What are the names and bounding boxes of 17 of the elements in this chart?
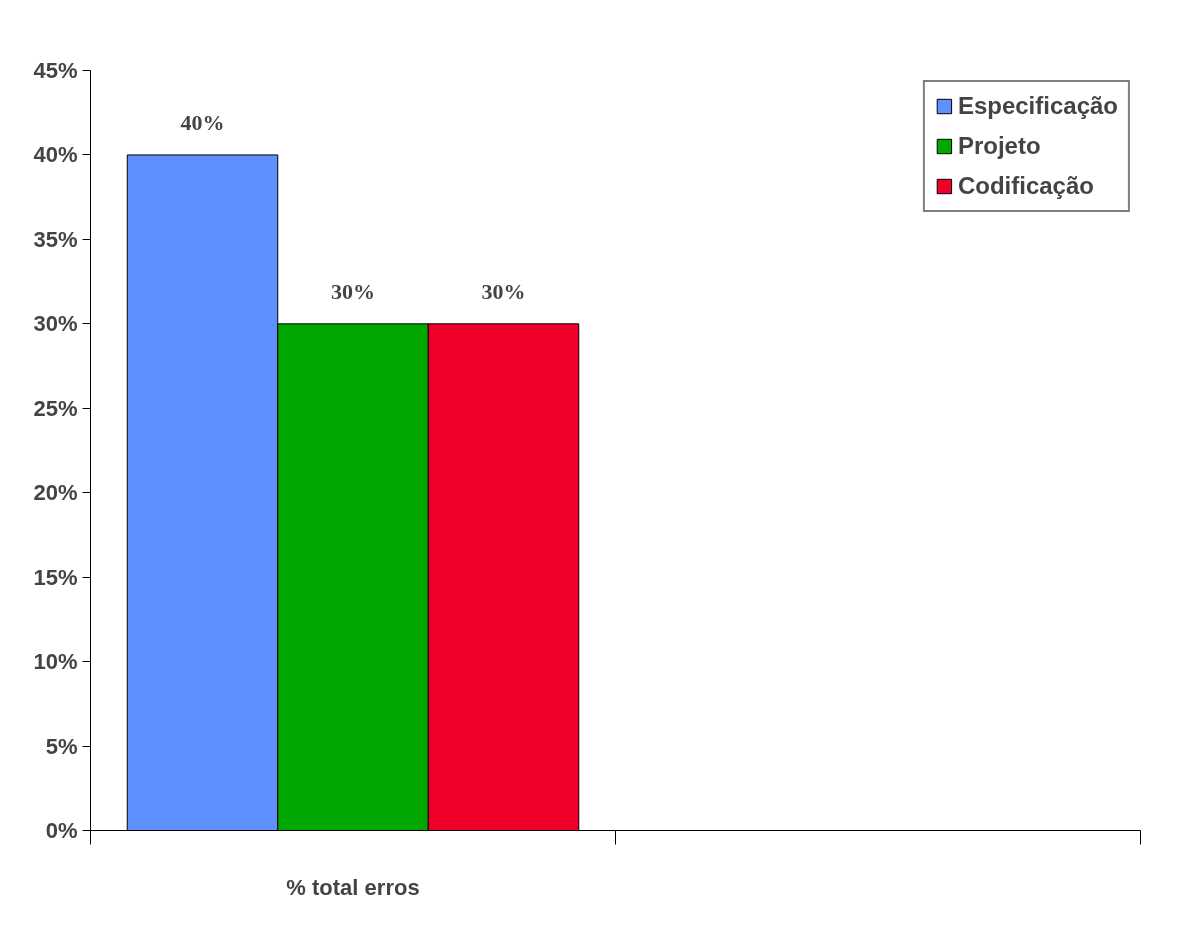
data-label: 40% <box>180 109 225 135</box>
legend-label: Projeto <box>957 132 1041 160</box>
legend-label: Codificação <box>957 172 1094 200</box>
y-tick-label: 45% <box>33 58 78 83</box>
y-tick-label: 5% <box>45 733 78 759</box>
x-tick-label: % total erros <box>286 874 420 900</box>
data-label: 30% <box>331 278 375 304</box>
data-label: 30% <box>481 278 526 304</box>
y-tick-label: 10% <box>33 649 78 675</box>
y-tick-label: 25% <box>33 395 78 421</box>
y-tick-label: 35% <box>33 226 78 252</box>
y-tick-label: 15% <box>33 564 78 590</box>
y-tick-label: 0% <box>45 818 78 843</box>
y-tick-label: 40% <box>33 142 78 168</box>
y-tick-label: 30% <box>33 311 78 337</box>
legend-label: Especificação <box>957 92 1118 120</box>
y-tick-label: 20% <box>33 480 78 506</box>
